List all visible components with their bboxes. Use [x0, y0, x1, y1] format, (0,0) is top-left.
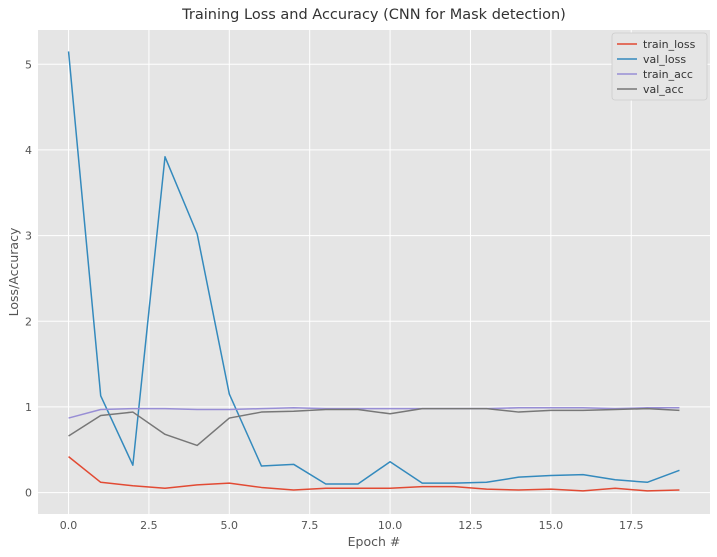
plot-background: [38, 30, 710, 514]
x-tick-label: 0.0: [60, 519, 78, 532]
legend-entry-label: train_acc: [643, 68, 693, 81]
y-tick-label: 5: [25, 58, 32, 71]
series-lines: [67, 51, 680, 492]
y-tick-label: 1: [25, 401, 32, 414]
legend-box: [611, 32, 708, 101]
x-tick-label: 15.0: [539, 519, 564, 532]
y-tick-label: 0: [25, 487, 32, 500]
y-tick-label: 3: [25, 230, 32, 243]
x-tick-label: 17.5: [619, 519, 644, 532]
series-line-val-loss: [67, 51, 680, 485]
legend: train_loss val_loss train_acc val_acc: [611, 32, 708, 101]
x-tick-labels: 0.0 2.5 5.0 7.5 10.0 12.5 15.0 17.5: [60, 519, 644, 532]
y-axis-label: Loss/Accuracy: [6, 227, 21, 316]
legend-entry-label: val_loss: [643, 53, 686, 66]
y-tick-label: 4: [25, 144, 32, 157]
legend-entry-label: train_loss: [643, 38, 696, 51]
legend-entry-label: val_acc: [643, 83, 684, 96]
chart-title: Training Loss and Accuracy (CNN for Mask…: [181, 7, 566, 23]
x-tick-label: 5.0: [221, 519, 239, 532]
y-tick-label: 2: [25, 315, 32, 328]
series-line-val-acc: [68, 407, 680, 447]
y-tick-labels: 0 1 2 3 4 5: [25, 58, 32, 499]
x-tick-label: 2.5: [140, 519, 158, 532]
series-line-train-loss: [68, 456, 680, 492]
grid-lines: [38, 30, 710, 514]
x-tick-label: 12.5: [458, 519, 483, 532]
x-axis-label: Epoch #: [348, 534, 401, 549]
series-line-train-acc: [68, 407, 680, 419]
x-tick-label: 7.5: [301, 519, 319, 532]
x-tick-label: 10.0: [378, 519, 403, 532]
